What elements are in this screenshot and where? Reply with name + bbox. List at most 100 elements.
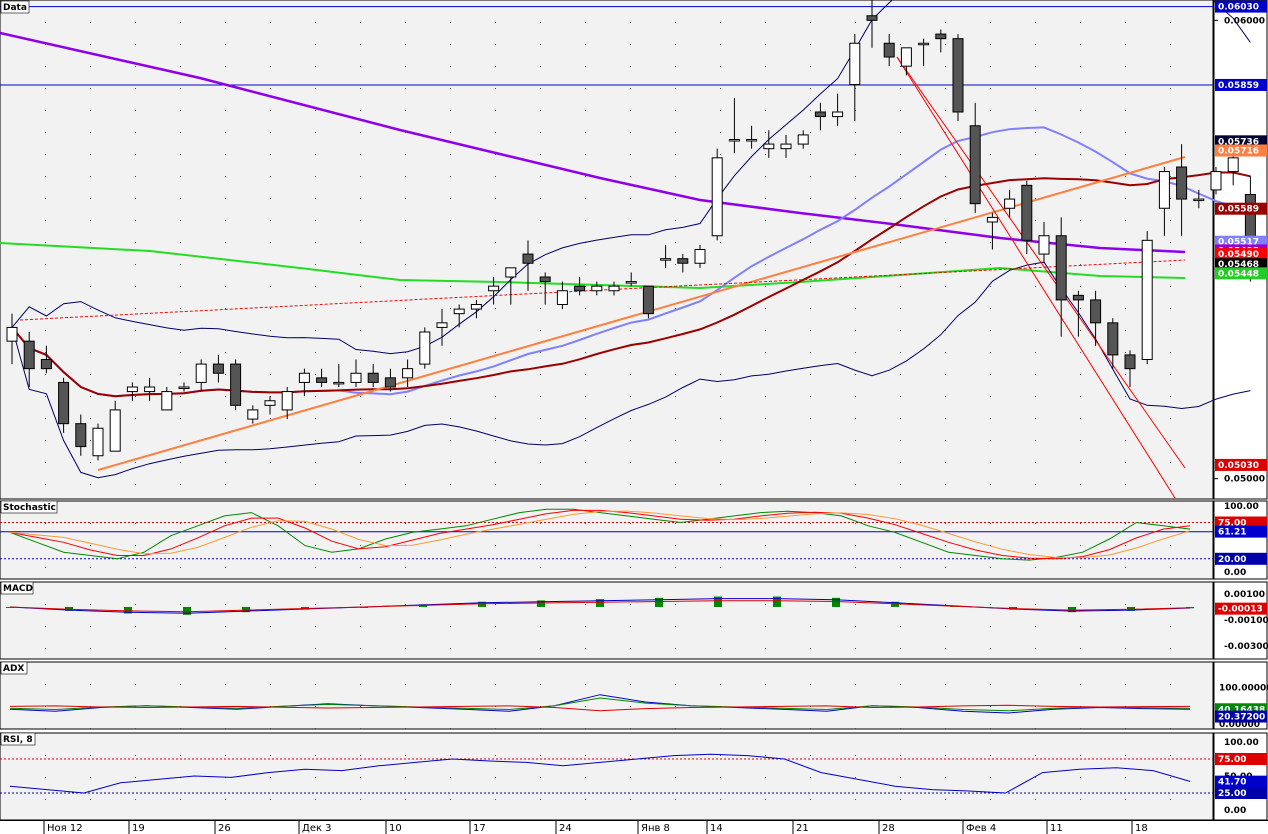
grid-dot [495,44,496,45]
grid-dot [720,22,721,23]
grid-dot [495,777,496,778]
grid-dot [180,22,181,23]
grid-dot [1170,220,1171,221]
grid-dot [180,220,181,221]
grid-dot [135,440,136,441]
grid-dot [945,462,946,463]
grid-dot [810,567,811,568]
grid-dot [90,44,91,45]
grid-dot [180,755,181,756]
grid-dot [585,755,586,756]
grid-dot [1170,567,1171,568]
candle-body [1021,184,1033,241]
rsi-pane-label-box [0,732,36,746]
grid-dot [720,242,721,243]
grid-dot [1035,154,1036,155]
grid-dot [315,374,316,375]
grid-dot [855,684,856,685]
grid-dot [1035,684,1036,685]
grid-dot [360,777,361,778]
grid-dot [900,330,901,331]
grid-dot [1125,88,1126,89]
grid-dot [720,567,721,568]
grid-dot [1035,132,1036,133]
grid-dot [765,418,766,419]
candle-body [849,42,861,85]
grid-dot [675,176,676,177]
grid-dot [315,418,316,419]
grid-dot [540,264,541,265]
candle-body [1090,299,1102,324]
date-label: 11 [1050,823,1063,834]
grid-dot [135,567,136,568]
candle-body [470,304,482,310]
grid-dot [450,484,451,485]
grid-dot [855,484,856,485]
grid-dot [360,728,361,729]
grid-dot [1125,220,1126,221]
grid-dot [990,396,991,397]
grid-dot [90,462,91,463]
grid-dot [135,728,136,729]
grid-dot [720,308,721,309]
grid-dot [225,242,226,243]
candle-body [969,125,981,205]
grid-dot [135,286,136,287]
grid-dot [405,198,406,199]
grid-dot [45,176,46,177]
grid-dot [45,440,46,441]
grid-dot [1080,198,1081,199]
candle-body [367,372,379,383]
grid-dot [495,755,496,756]
macd-histogram-bar [891,601,899,607]
grid-dot [360,396,361,397]
grid-dot [855,626,856,627]
grid-dot [1125,286,1126,287]
grid-dot [765,132,766,133]
grid-dot [270,44,271,45]
grid-dot [135,308,136,309]
stoch-slow-line [9,510,1191,559]
grid-dot [1125,462,1126,463]
grid-dot [675,626,676,627]
grid-dot [270,462,271,463]
grid-dot [1170,88,1171,89]
grid-dot [360,418,361,419]
grid-dot [900,132,901,133]
grid-dot [540,396,541,397]
candle-body [660,258,672,261]
grid-dot [450,755,451,756]
stoch-tick-label: 0.00 [1224,568,1246,578]
candle-body [746,139,758,142]
grid-dot [810,462,811,463]
grid-dot [720,755,721,756]
date-label: 19 [132,823,145,834]
price-tag-bg [1215,0,1267,13]
candle-body [1038,235,1050,255]
grid-dot [585,523,586,524]
grid-dot [450,545,451,546]
grid-dot [720,440,721,441]
grid-dot [630,440,631,441]
grid-dot [945,88,946,89]
grid-dot [315,88,316,89]
price-tag-bg [1215,248,1267,261]
grid-dot [720,44,721,45]
grid-dot [675,22,676,23]
grid-dot [405,523,406,524]
grid-dot [1125,396,1126,397]
grid-dot [1125,264,1126,265]
grid-dot [945,22,946,23]
grid-dot [1080,728,1081,729]
rsi-tag: 41.70 [1215,775,1267,788]
grid-dot [945,484,946,485]
grid-dot [765,626,766,627]
grid-dot [45,418,46,419]
grid-dot [90,396,91,397]
grid-dot [315,523,316,524]
grid-dot [90,66,91,67]
grid-dot [180,567,181,568]
grid-dot [495,132,496,133]
grid-dot [45,728,46,729]
